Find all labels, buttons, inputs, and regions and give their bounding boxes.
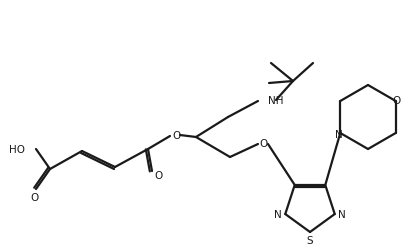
Text: N: N: [335, 130, 343, 139]
Text: N: N: [338, 209, 346, 219]
Text: O: O: [30, 192, 38, 202]
Text: NH: NH: [268, 96, 283, 106]
Text: O: O: [260, 138, 268, 148]
Text: O: O: [172, 131, 180, 140]
Text: S: S: [307, 235, 313, 245]
Text: O: O: [154, 170, 162, 180]
Text: HO: HO: [9, 144, 25, 154]
Text: N: N: [274, 209, 282, 219]
Text: O: O: [393, 96, 401, 106]
